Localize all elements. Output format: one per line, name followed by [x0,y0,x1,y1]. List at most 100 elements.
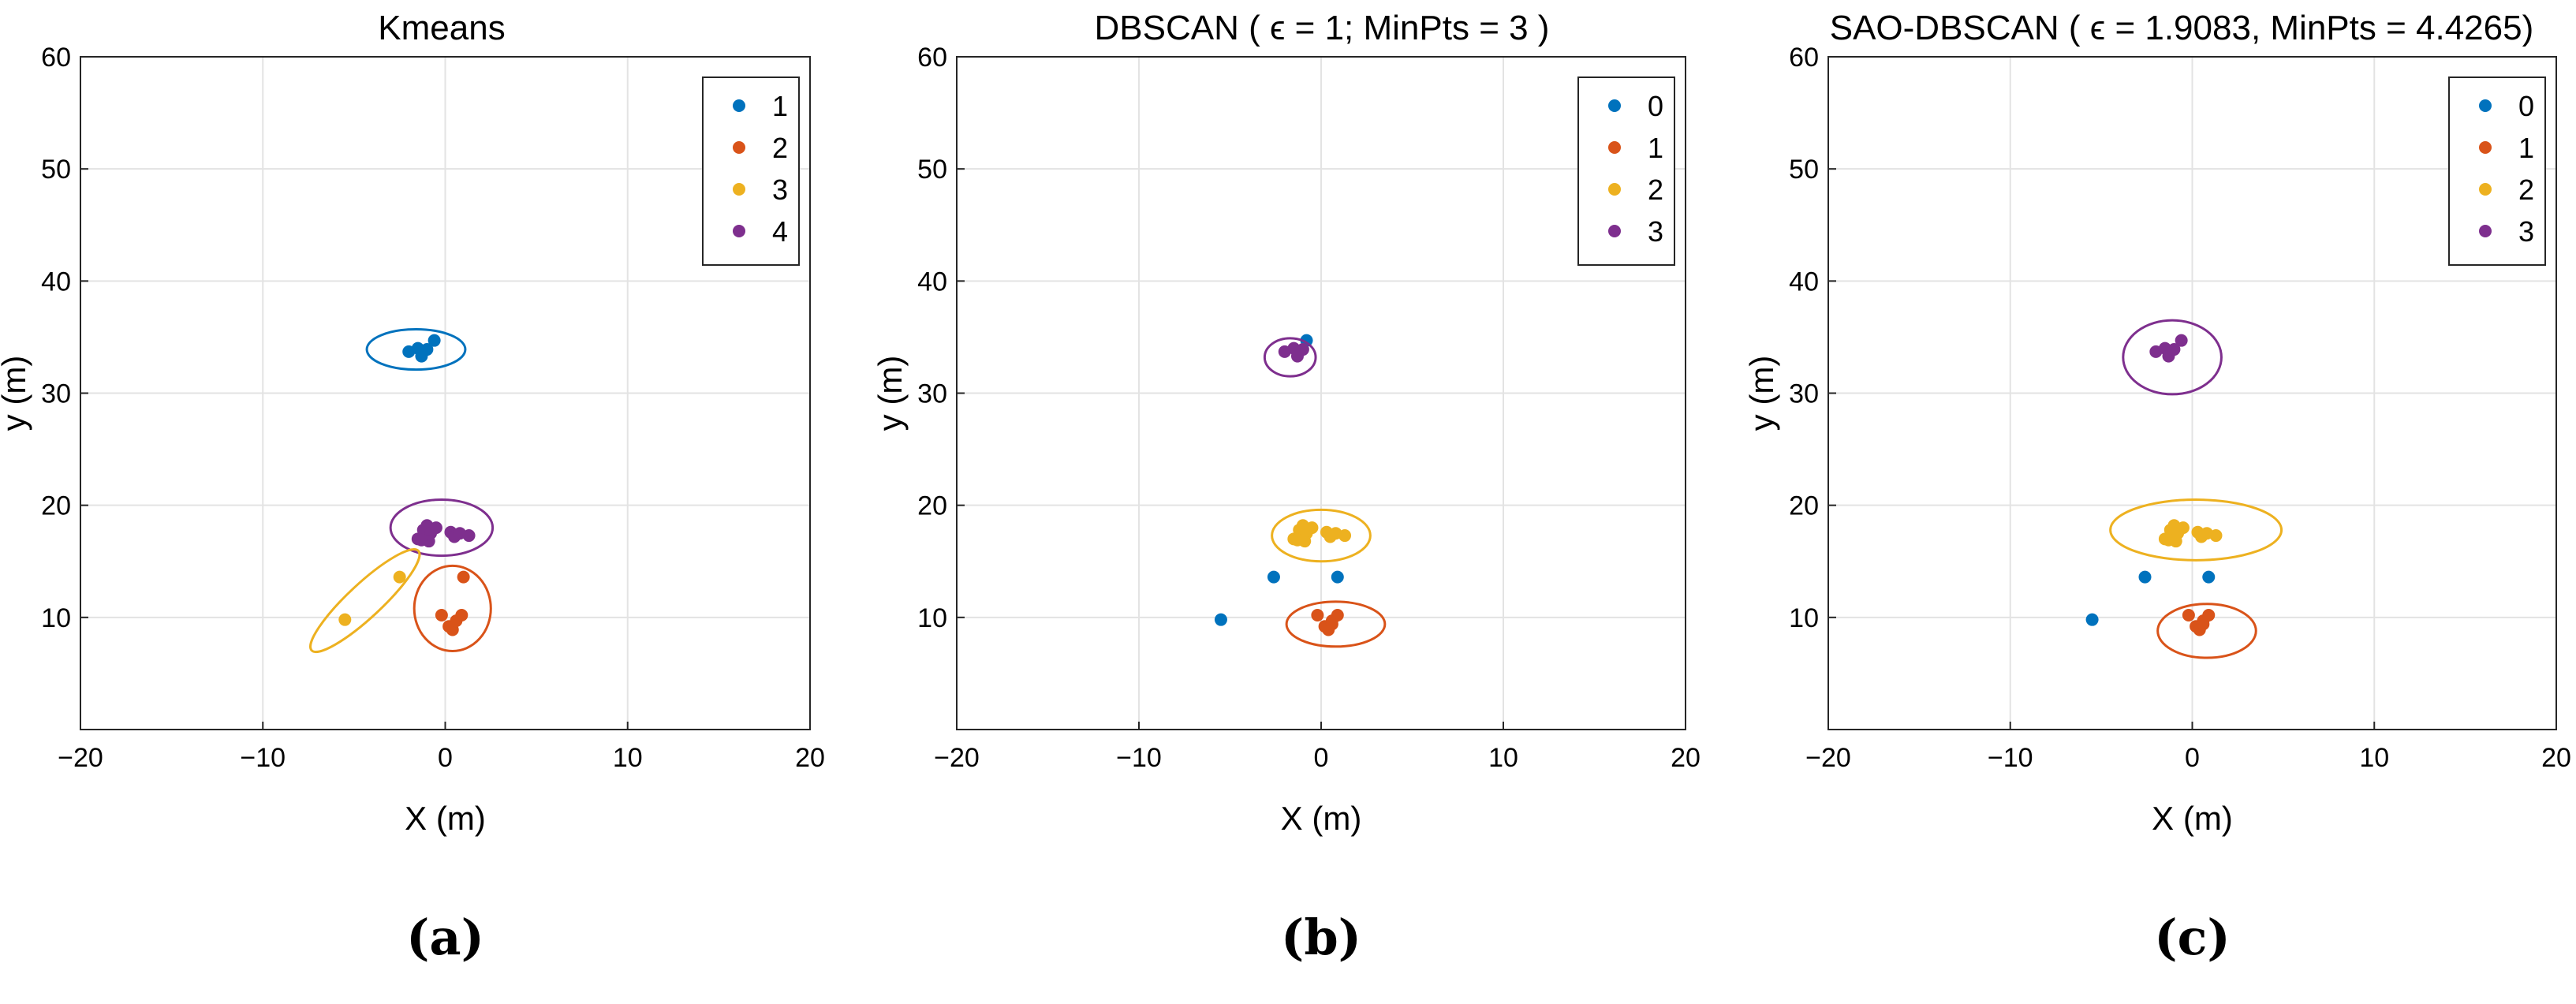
data-point [1305,521,1319,535]
legend-label: 2 [1648,174,1663,206]
x-tick-label: 20 [1671,743,1701,773]
x-tick-label: −20 [1805,743,1851,773]
panel-caption: (b) [1281,909,1361,966]
y-tick-label: 40 [1789,267,1819,297]
series-3 [2149,334,2188,363]
x-tick-label: −20 [934,743,980,773]
data-point [2197,618,2210,631]
cluster-ellipse [2109,498,2283,562]
data-point [1338,529,1352,543]
legend-marker [733,183,745,196]
legend-box [1577,77,1675,266]
legend-label: 2 [772,132,788,164]
legend-label: 2 [2518,174,2534,206]
legend-label: 3 [2518,215,2534,248]
panel-caption: (a) [406,909,484,966]
y-tick-label: 10 [1789,603,1819,633]
series-3 [1278,342,1309,363]
legend-marker [2479,225,2492,237]
series-2 [1287,519,1352,548]
y-tick-label: 30 [917,379,947,409]
data-point [455,608,469,621]
x-tick-label: 0 [438,743,453,773]
data-point [1287,342,1301,355]
legend-label: 0 [2518,90,2534,122]
x-axis-label: X (m) [405,800,486,837]
series-1 [1311,608,1344,636]
data-point [462,529,476,543]
data-point [338,613,352,626]
data-point [2209,529,2223,543]
y-tick-label: 10 [41,603,71,633]
y-tick-label: 20 [917,491,947,521]
series-0 [1214,334,1344,626]
legend-label: 0 [1648,90,1663,122]
x-tick-label: 10 [1488,743,1518,773]
chart-title: SAO-DBSCAN ( ϵ = 1.9083, MinPts = 4.4265… [1830,9,2534,47]
y-tick-label: 20 [41,491,71,521]
cluster-ellipse [413,564,492,652]
x-tick-label: 10 [613,743,643,773]
x-tick-label: 20 [795,743,825,773]
x-tick-label: 0 [2185,743,2200,773]
legend-marker [1608,141,1621,154]
x-tick-label: −10 [240,743,286,773]
legend-marker [2479,183,2492,196]
x-tick-label: −10 [1988,743,2033,773]
series-2 [2158,519,2223,548]
data-point [2162,533,2175,547]
data-point [457,570,470,584]
series-1 [2182,608,2216,636]
data-point [411,342,424,355]
y-tick-label: 40 [41,267,71,297]
legend-marker [2479,99,2492,112]
cluster-ellipse [2122,319,2223,396]
y-tick-label: 50 [1789,155,1819,185]
series-3 [338,570,406,626]
legend-label: 1 [772,90,788,122]
y-tick-label: 60 [1789,43,1819,73]
data-point [1311,608,1324,621]
y-axis-label: y (m) [1743,356,1780,431]
legend-label: 3 [1648,215,1663,248]
y-tick-label: 50 [41,155,71,185]
cluster-ellipse [389,498,495,558]
chart-title: DBSCAN ( ϵ = 1; MinPts = 3 ) [1095,9,1550,47]
y-tick-label: 40 [917,267,947,297]
legend-label: 1 [1648,132,1663,164]
series-2 [435,570,470,636]
legend-marker [1608,183,1621,196]
legend-label: 3 [772,174,788,206]
data-point [2085,613,2099,626]
y-axis-label: y (m) [0,356,32,431]
y-tick-label: 50 [917,155,947,185]
cluster-ellipse [309,548,421,653]
data-point [2158,342,2171,355]
panel-caption: (c) [2154,909,2230,966]
x-tick-label: −20 [58,743,103,773]
data-point [393,570,406,584]
legend-label: 1 [2518,132,2534,164]
y-tick-label: 10 [917,603,947,633]
y-tick-label: 30 [41,379,71,409]
x-axis-label: X (m) [2152,800,2233,837]
y-tick-label: 20 [1789,491,1819,521]
cluster-ellipse [1271,508,1372,563]
data-point [429,521,442,535]
legend-label: 4 [772,215,788,248]
x-tick-label: 10 [2359,743,2389,773]
legend-marker [1608,99,1621,112]
y-tick-label: 30 [1789,379,1819,409]
data-point [2182,608,2195,621]
x-tick-label: 0 [1314,743,1329,773]
cluster-ellipse [1263,337,1317,378]
data-point [1290,533,1304,547]
data-point [2138,570,2152,584]
data-point [2202,570,2216,584]
legend-box [2448,77,2546,266]
series-0 [2085,570,2216,626]
x-tick-label: 20 [2541,743,2571,773]
